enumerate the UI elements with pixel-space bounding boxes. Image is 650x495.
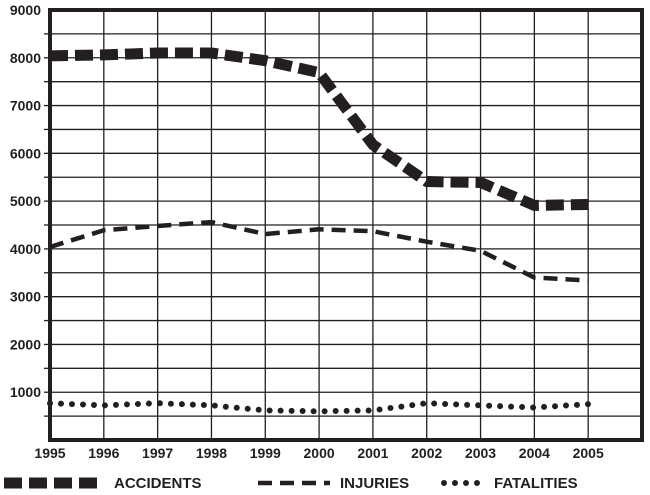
x-tick-label: 1997	[142, 445, 173, 461]
x-axis-labels: 1995 1996 1997 1998 1999 2000 2001 2002 2003 2004…	[34, 445, 604, 461]
legend-label-injuries: INJURIES	[340, 475, 409, 492]
x-tick-label: 1999	[250, 445, 281, 461]
y-tick-label: 1000	[10, 384, 41, 400]
x-tick-label: 1998	[196, 445, 227, 461]
series-accidents-line	[49, 47, 589, 211]
x-tick-label: 2005	[573, 445, 604, 461]
legend-label-accidents: ACCIDENTS	[114, 475, 202, 492]
legend-label-fatalities: FATALITIES	[494, 475, 578, 492]
series-fatalities-line	[47, 400, 592, 415]
y-tick-label: 2000	[10, 336, 41, 352]
y-axis-labels: 1000 2000 3000 4000 5000 6000 7000 8000 9000	[10, 2, 41, 400]
x-tick-label: 1995	[34, 445, 65, 461]
y-tick-label: 9000	[10, 2, 41, 18]
x-tick-label: 1996	[88, 445, 119, 461]
plot-frame	[48, 8, 644, 442]
y-tick-label: 7000	[10, 98, 41, 114]
x-tick-label: 2001	[357, 445, 388, 461]
y-tick-label: 8000	[10, 50, 41, 66]
y-tick-label: 3000	[10, 289, 41, 305]
x-tick-label: 2000	[304, 445, 335, 461]
y-tick-label: 6000	[10, 145, 41, 161]
y-tick-label: 5000	[10, 193, 41, 209]
x-tick-label: 2003	[465, 445, 496, 461]
series-lines	[47, 47, 592, 415]
x-tick-label: 2002	[411, 445, 442, 461]
series-injuries-line	[49, 219, 589, 283]
legend: ACCIDENTS INJURIES FATALITIES	[4, 475, 578, 492]
x-tick-label: 2004	[519, 445, 550, 461]
grid	[44, 10, 642, 440]
y-tick-label: 4000	[10, 241, 41, 257]
